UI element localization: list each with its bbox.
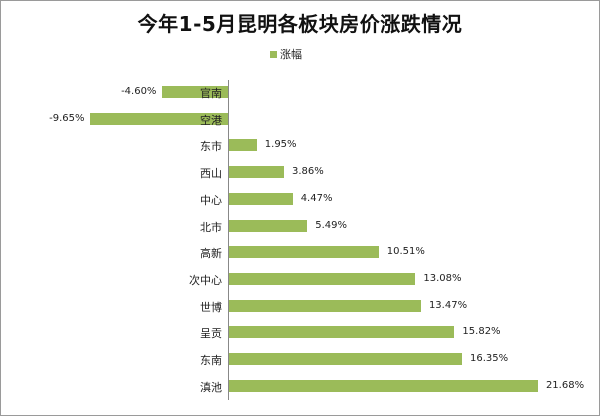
bar: [162, 86, 228, 98]
data-label: 3.86%: [292, 166, 324, 177]
bar: [90, 113, 228, 125]
bar: [229, 220, 308, 232]
data-label: 5.49%: [315, 220, 347, 231]
bar: [229, 353, 462, 365]
data-label: 16.35%: [469, 353, 509, 364]
category-label: 空港: [200, 114, 222, 127]
bar: [229, 166, 284, 178]
data-label: 15.82%: [462, 326, 501, 337]
data-label: 13.47%: [428, 300, 468, 311]
data-label: 10.51%: [386, 246, 425, 257]
category-label: 次中心: [189, 274, 222, 287]
category-label: 西山: [200, 167, 222, 180]
bar: [229, 300, 421, 312]
data-label: 21.68%: [545, 380, 585, 391]
data-label: -9.65%: [49, 113, 85, 124]
bar: [229, 273, 416, 285]
legend-swatch-icon: [270, 50, 277, 58]
bar: [229, 380, 538, 392]
bar: [229, 326, 455, 338]
data-label: 1.95%: [264, 139, 297, 150]
category-label: 北市: [200, 221, 222, 234]
chart-title: 今年1-5月昆明各板块房价涨跌情况: [137, 12, 463, 36]
category-label: 东南: [200, 354, 222, 367]
category-label: 中心: [200, 194, 222, 207]
category-label: 世博: [200, 301, 222, 314]
data-label: 4.47%: [300, 193, 333, 204]
legend-label: 涨幅: [280, 48, 302, 61]
bar: [229, 246, 379, 258]
category-label: 呈贡: [200, 327, 222, 340]
category-label: 官南: [200, 87, 222, 100]
bar: [229, 139, 257, 151]
category-label: 东市: [200, 140, 222, 153]
data-label: 13.08%: [423, 273, 462, 284]
data-label: -4.60%: [121, 86, 157, 97]
category-label: 滇池: [200, 381, 222, 394]
bar: [229, 193, 293, 205]
legend: 涨幅: [270, 46, 302, 62]
category-label: 高新: [200, 247, 222, 260]
category-axis: [228, 80, 229, 400]
